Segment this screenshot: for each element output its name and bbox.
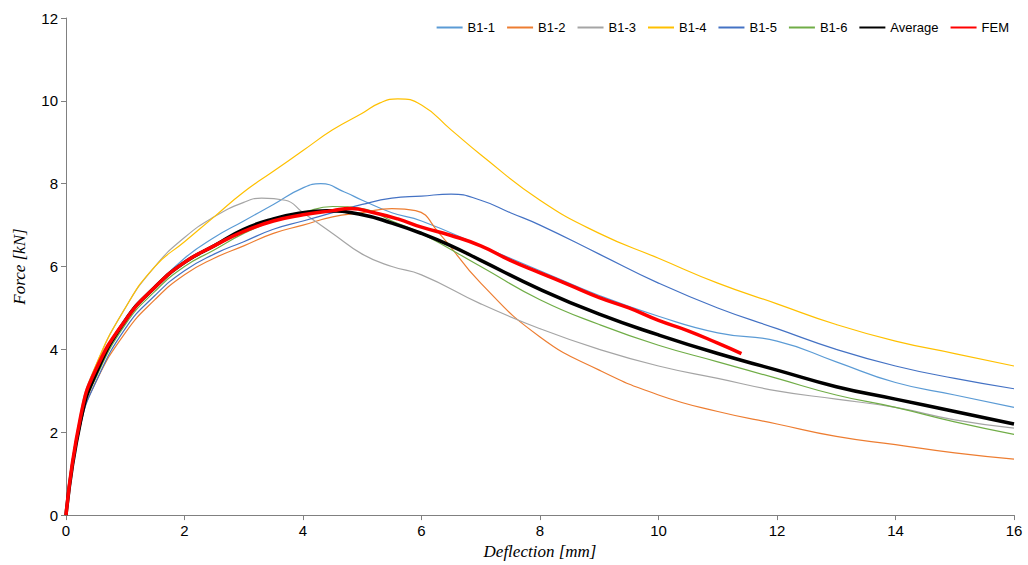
svg-text:2: 2	[180, 522, 188, 539]
svg-text:10: 10	[650, 522, 667, 539]
svg-text:10: 10	[41, 92, 58, 109]
svg-text:0: 0	[62, 522, 70, 539]
svg-text:Average: Average	[890, 20, 938, 35]
svg-text:4: 4	[50, 341, 58, 358]
svg-text:8: 8	[536, 522, 544, 539]
svg-text:B1-5: B1-5	[749, 20, 776, 35]
svg-text:12: 12	[769, 522, 786, 539]
svg-text:8: 8	[50, 175, 58, 192]
svg-text:B1-2: B1-2	[538, 20, 565, 35]
svg-text:FEM: FEM	[982, 20, 1009, 35]
svg-text:B1-4: B1-4	[679, 20, 706, 35]
svg-text:12: 12	[41, 10, 58, 27]
svg-text:Deflection [mm]: Deflection [mm]	[483, 542, 597, 561]
svg-text:14: 14	[887, 522, 904, 539]
svg-text:4: 4	[299, 522, 307, 539]
svg-text:B1-6: B1-6	[820, 20, 847, 35]
svg-text:16: 16	[1006, 522, 1023, 539]
svg-text:Force [kN]: Force [kN]	[10, 228, 29, 305]
svg-text:6: 6	[417, 522, 425, 539]
svg-text:B1-1: B1-1	[468, 20, 495, 35]
svg-text:B1-3: B1-3	[609, 20, 636, 35]
svg-text:6: 6	[50, 258, 58, 275]
svg-text:2: 2	[50, 424, 58, 441]
svg-text:0: 0	[50, 507, 58, 524]
